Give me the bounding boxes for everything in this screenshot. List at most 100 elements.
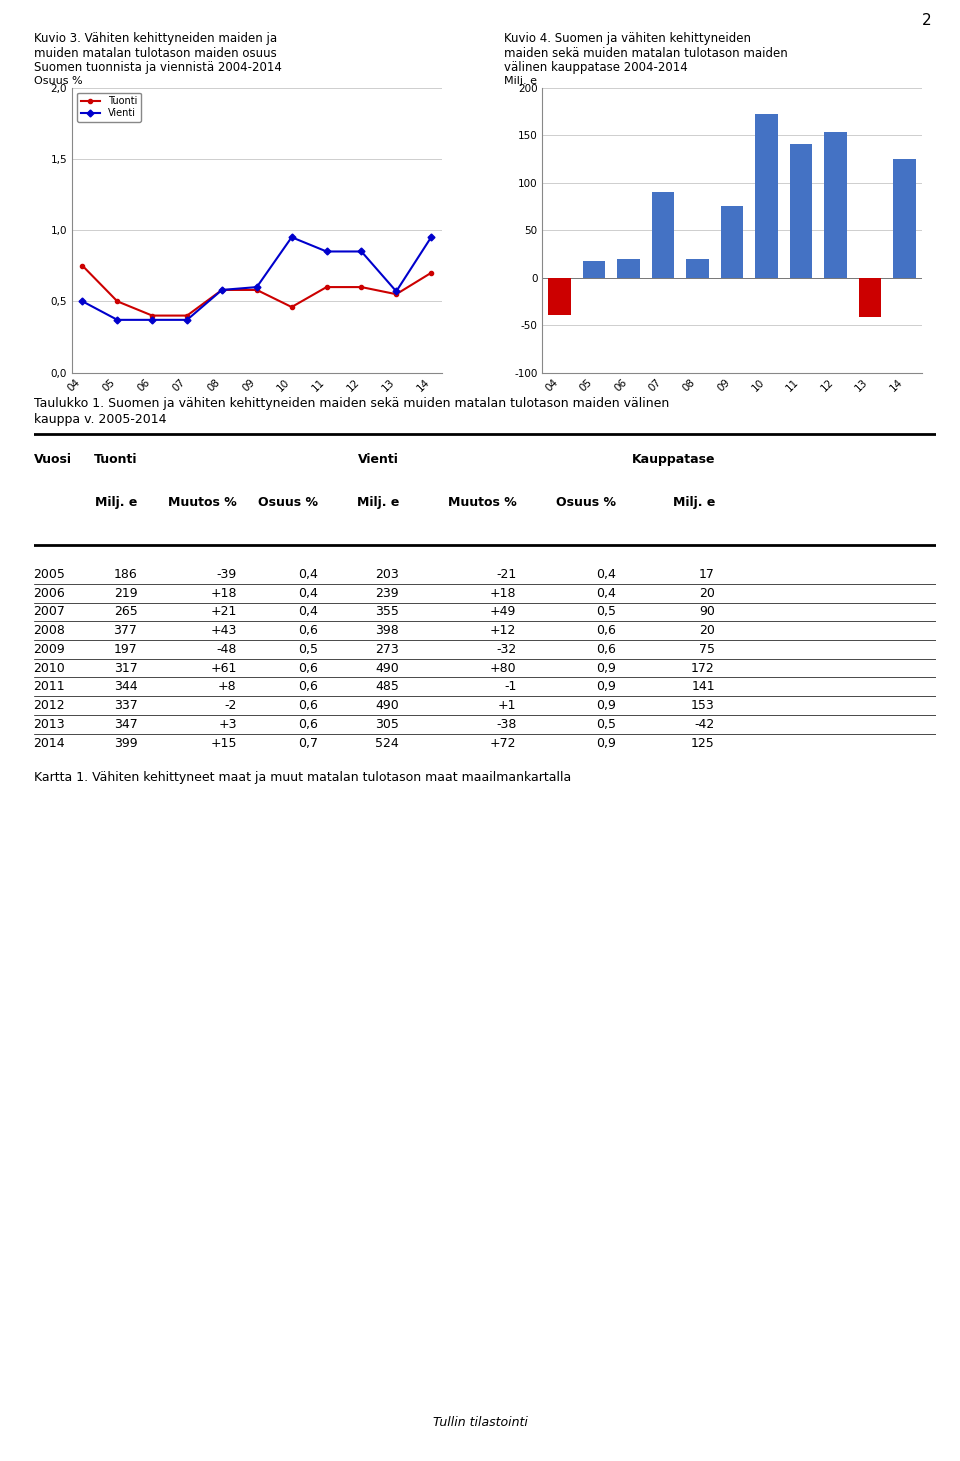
Tuonti [147, 307, 158, 324]
Bar [721, 206, 743, 278]
Vienti [425, 228, 437, 245]
Text: 197: 197 [113, 643, 137, 656]
Text: Muutos %: Muutos % [168, 497, 236, 508]
Text: muiden matalan tulotason maiden osuus: muiden matalan tulotason maiden osuus [34, 47, 276, 60]
Text: 2007: 2007 [34, 605, 65, 618]
Text: Suomen tuonnista ja viennistä 2004-2014: Suomen tuonnista ja viennistä 2004-2014 [34, 61, 281, 75]
Bar [825, 133, 847, 278]
Text: 355: 355 [375, 605, 399, 618]
Text: -32: -32 [496, 643, 516, 656]
Vienti [286, 228, 298, 245]
Text: 273: 273 [375, 643, 399, 656]
Legend: Tuonti, Vienti: Tuonti, Vienti [77, 92, 141, 123]
Text: 0,4: 0,4 [298, 605, 318, 618]
Text: Milj. e: Milj. e [357, 497, 399, 508]
Tuonti [181, 307, 193, 324]
Text: 17: 17 [699, 568, 715, 581]
Vienti [321, 243, 332, 260]
Text: 0,9: 0,9 [596, 662, 615, 675]
Text: 0,5: 0,5 [595, 717, 615, 730]
Text: 337: 337 [113, 698, 137, 712]
Tuonti [111, 292, 123, 310]
Text: 490: 490 [375, 698, 399, 712]
Bar [893, 159, 916, 278]
Tuonti [355, 279, 367, 297]
Text: +1: +1 [498, 698, 516, 712]
Text: 347: 347 [113, 717, 137, 730]
Text: -39: -39 [216, 568, 236, 581]
Text: 172: 172 [691, 662, 715, 675]
Text: -1: -1 [504, 681, 516, 694]
Text: +15: +15 [210, 736, 236, 749]
Text: -38: -38 [496, 717, 516, 730]
Text: 524: 524 [375, 736, 399, 749]
Bar [756, 114, 778, 278]
Tuonti [286, 298, 298, 316]
Text: Taulukko 1. Suomen ja vähiten kehittyneiden maiden sekä muiden matalan tulotason: Taulukko 1. Suomen ja vähiten kehittynei… [34, 397, 669, 411]
Text: Osuus %: Osuus % [258, 497, 318, 508]
Bar [858, 278, 881, 317]
Text: 344: 344 [113, 681, 137, 694]
Tuonti [391, 285, 402, 302]
Text: 490: 490 [375, 662, 399, 675]
Bar [617, 259, 639, 278]
Text: -42: -42 [695, 717, 715, 730]
Text: kauppa v. 2005-2014: kauppa v. 2005-2014 [34, 413, 166, 427]
Text: 485: 485 [375, 681, 399, 694]
Line: Tuonti: Tuonti [81, 263, 433, 317]
Vienti [216, 281, 228, 298]
Vienti [252, 279, 263, 297]
Text: 317: 317 [113, 662, 137, 675]
Vienti [147, 311, 158, 329]
Text: Osuus %: Osuus % [556, 497, 615, 508]
Text: +18: +18 [210, 587, 236, 599]
Text: 0,6: 0,6 [298, 662, 318, 675]
Text: 305: 305 [375, 717, 399, 730]
Text: 398: 398 [375, 624, 399, 637]
Text: +43: +43 [210, 624, 236, 637]
Text: välinen kauppatase 2004-2014: välinen kauppatase 2004-2014 [504, 61, 687, 75]
Text: Kauppatase: Kauppatase [632, 453, 715, 466]
Text: 0,6: 0,6 [596, 624, 615, 637]
Text: 20: 20 [699, 624, 715, 637]
Bar [583, 262, 606, 278]
Text: +61: +61 [210, 662, 236, 675]
Text: 0,6: 0,6 [596, 643, 615, 656]
Text: 2011: 2011 [34, 681, 65, 694]
Text: 377: 377 [113, 624, 137, 637]
Text: 90: 90 [699, 605, 715, 618]
Text: 0,4: 0,4 [596, 568, 615, 581]
Tuonti [321, 279, 332, 297]
Line: Vienti: Vienti [80, 235, 434, 323]
Text: Milj. e: Milj. e [95, 497, 137, 508]
Text: 0,9: 0,9 [596, 698, 615, 712]
Vienti [77, 292, 88, 310]
Text: +8: +8 [218, 681, 236, 694]
Text: Muutos %: Muutos % [447, 497, 516, 508]
Text: Kartta 1. Vähiten kehittyneet maat ja muut matalan tulotason maat maailmankartal: Kartta 1. Vähiten kehittyneet maat ja mu… [34, 771, 571, 785]
Tuonti [216, 281, 228, 298]
Text: 0,4: 0,4 [298, 587, 318, 599]
Text: Kuvio 4. Suomen ja vähiten kehittyneiden: Kuvio 4. Suomen ja vähiten kehittyneiden [504, 32, 751, 45]
Text: Kuvio 3. Vähiten kehittyneiden maiden ja: Kuvio 3. Vähiten kehittyneiden maiden ja [34, 32, 276, 45]
Text: -2: -2 [225, 698, 236, 712]
Bar [790, 143, 812, 278]
Text: +12: +12 [490, 624, 516, 637]
Tuonti [77, 257, 88, 275]
Tuonti [252, 281, 263, 298]
Text: Osuus %: Osuus % [34, 76, 83, 86]
Text: 186: 186 [113, 568, 137, 581]
Text: 219: 219 [113, 587, 137, 599]
Vienti [181, 311, 193, 329]
Text: -48: -48 [216, 643, 236, 656]
Bar [548, 278, 571, 314]
Text: 2012: 2012 [34, 698, 65, 712]
Text: 0,9: 0,9 [596, 681, 615, 694]
Vienti [391, 282, 402, 300]
Text: 2008: 2008 [34, 624, 65, 637]
Text: 2014: 2014 [34, 736, 65, 749]
Text: 0,6: 0,6 [298, 717, 318, 730]
Text: 239: 239 [375, 587, 399, 599]
Vienti [111, 311, 123, 329]
Text: 0,4: 0,4 [596, 587, 615, 599]
